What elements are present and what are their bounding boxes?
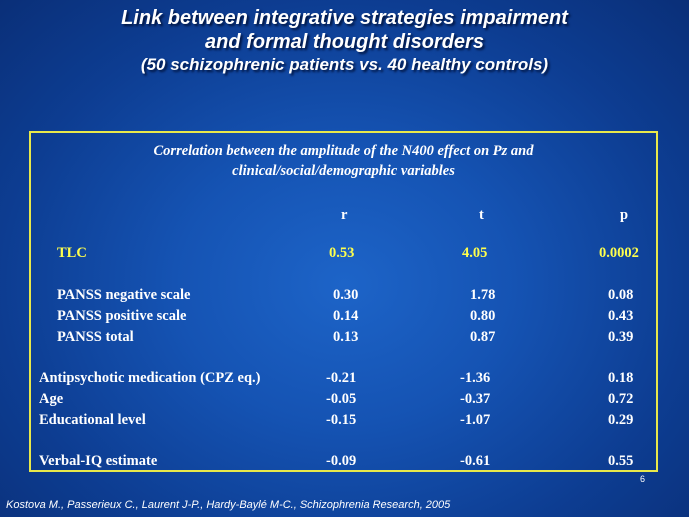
row-t-verbal-iq: -0.61 [460, 453, 491, 469]
row-r-antipsychotic: -0.21 [326, 370, 357, 386]
row-label-panss-total: PANSS total [57, 329, 134, 345]
header-r: r [341, 207, 348, 223]
page-number: 6 [640, 474, 646, 484]
correlation-table: Correlation between the amplitude of the… [29, 131, 658, 472]
row-t-age: -0.37 [460, 391, 491, 407]
row-label-verbal-iq: Verbal-IQ estimate [39, 453, 158, 469]
row-p-panss-positive: 0.43 [608, 308, 634, 324]
row-p-age: 0.72 [608, 391, 634, 407]
row-label-age: Age [39, 391, 64, 407]
row-label-education: Educational level [39, 412, 146, 428]
header-t: t [479, 207, 484, 223]
row-r-panss-positive: 0.14 [333, 308, 359, 324]
header-p: p [620, 207, 629, 223]
citation: Kostova M., Passerieux C., Laurent J-P.,… [6, 499, 451, 511]
row-t-panss-negative: 1.78 [470, 287, 496, 303]
row-label-antipsychotic: Antipsychotic medication (CPZ eq.) [39, 370, 261, 386]
row-r-age: -0.05 [326, 391, 357, 407]
row-p-panss-total: 0.39 [608, 329, 634, 345]
row-label-panss-negative: PANSS negative scale [57, 287, 191, 303]
title-line-3: (50 schizophrenic patients vs. 40 health… [140, 55, 549, 74]
table-caption-line-2: clinical/social/demographic variables [232, 163, 455, 179]
row-r-panss-total: 0.13 [333, 329, 359, 345]
row-label-tlc: TLC [57, 245, 87, 261]
row-p-antipsychotic: 0.18 [608, 370, 634, 386]
row-t-tlc: 4.05 [462, 245, 488, 261]
row-t-panss-positive: 0.80 [470, 308, 496, 324]
row-p-panss-negative: 0.08 [608, 287, 634, 303]
row-t-panss-total: 0.87 [470, 329, 496, 345]
row-r-verbal-iq: -0.09 [326, 453, 357, 469]
row-t-education: -1.07 [460, 412, 491, 428]
table-caption: Correlation between the amplitude of the… [31, 141, 656, 181]
row-p-tlc: 0.0002 [599, 245, 639, 261]
row-r-tlc: 0.53 [329, 245, 355, 261]
row-r-panss-negative: 0.30 [333, 287, 359, 303]
row-r-education: -0.15 [326, 412, 357, 428]
row-p-verbal-iq: 0.55 [608, 453, 634, 469]
row-t-antipsychotic: -1.36 [460, 370, 491, 386]
slide-title: Link between integrative strategies impa… [0, 6, 689, 76]
title-line-2: and formal thought disorders [205, 31, 484, 53]
table-caption-line-1: Correlation between the amplitude of the… [153, 143, 534, 159]
row-label-panss-positive: PANSS positive scale [57, 308, 187, 324]
title-line-1: Link between integrative strategies impa… [121, 7, 568, 29]
row-p-education: 0.29 [608, 412, 634, 428]
